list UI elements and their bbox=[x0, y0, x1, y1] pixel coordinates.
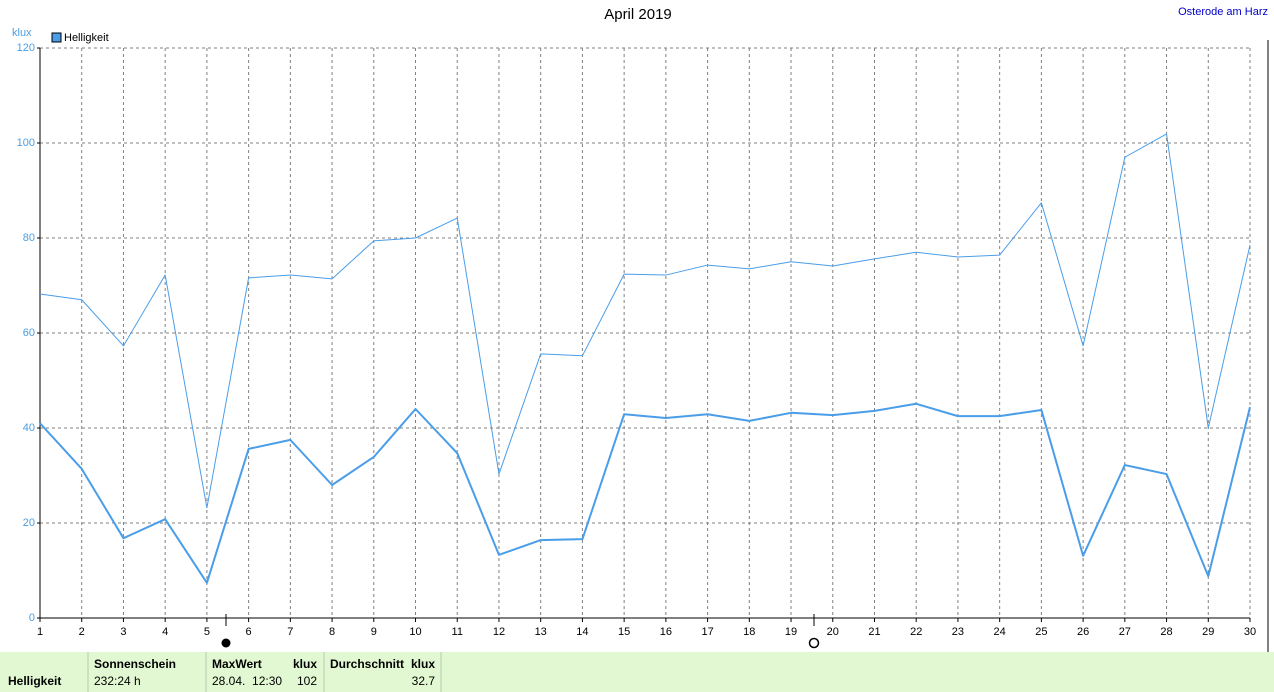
max-when: 28.04. 12:30 bbox=[212, 674, 282, 688]
x-tick-label: 14 bbox=[576, 626, 588, 638]
x-tick-label: 10 bbox=[409, 626, 421, 638]
x-tick-label: 30 bbox=[1244, 626, 1256, 638]
x-tick-label: 11 bbox=[452, 626, 463, 638]
moon-markers bbox=[221, 614, 820, 649]
x-tick-label: 20 bbox=[827, 626, 839, 638]
y-tick-label: 120 bbox=[17, 42, 35, 54]
row-label: Helligkeit bbox=[8, 674, 61, 688]
x-tick-label: 7 bbox=[287, 626, 293, 638]
legend: Helligkeit bbox=[51, 32, 109, 44]
x-tick-label: 12 bbox=[493, 626, 505, 638]
series-line bbox=[39, 133, 1251, 509]
footer: Helligkeit Sonnenschein 232:24 h MaxWert… bbox=[0, 652, 1274, 692]
legend-label: Helligkeit bbox=[64, 32, 109, 44]
x-tick-label: 18 bbox=[743, 626, 755, 638]
x-tick-label: 19 bbox=[785, 626, 797, 638]
mean-value: 32.7 bbox=[412, 674, 436, 688]
x-tick-label: 1 bbox=[37, 626, 43, 638]
mean-label: Durchschnitt bbox=[330, 657, 404, 671]
x-tick-label: 23 bbox=[952, 626, 964, 638]
x-tick-label: 9 bbox=[371, 626, 377, 638]
x-tick-label: 13 bbox=[535, 626, 547, 638]
y-tick-label: 20 bbox=[23, 517, 35, 529]
series-line bbox=[39, 402, 1251, 584]
x-tick-label: 25 bbox=[1035, 626, 1047, 638]
y-tick-label: 0 bbox=[29, 612, 35, 624]
x-tick-label: 15 bbox=[618, 626, 630, 638]
x-tick-label: 21 bbox=[868, 626, 880, 638]
y-axis-label: klux bbox=[12, 27, 32, 39]
x-tick-label: 8 bbox=[329, 626, 335, 638]
x-tick-label: 4 bbox=[162, 626, 168, 638]
sunshine-label: Sonnenschein bbox=[94, 657, 176, 671]
x-tick-label: 2 bbox=[79, 626, 85, 638]
max-unit: klux bbox=[293, 657, 317, 671]
x-tick-label: 26 bbox=[1077, 626, 1089, 638]
mean-unit: klux bbox=[411, 657, 435, 671]
x-tick-label: 5 bbox=[204, 626, 210, 638]
max-label: MaxWert bbox=[212, 657, 262, 671]
x-tick-label: 28 bbox=[1160, 626, 1172, 638]
x-tick-label: 29 bbox=[1202, 626, 1214, 638]
y-tick-label: 40 bbox=[23, 422, 35, 434]
legend-swatch bbox=[51, 32, 62, 43]
x-tick-label: 22 bbox=[910, 626, 922, 638]
x-tick-label: 24 bbox=[994, 626, 1006, 638]
y-tick-label: 100 bbox=[17, 137, 35, 149]
footer-bg bbox=[0, 652, 1274, 692]
location: Osterode am Harz bbox=[1178, 6, 1268, 18]
x-tick-label: 3 bbox=[120, 626, 126, 638]
x-tick-label: 6 bbox=[246, 626, 252, 638]
x-tick-label: 16 bbox=[660, 626, 672, 638]
full-moon bbox=[808, 637, 820, 649]
y-tick-label: 80 bbox=[23, 232, 35, 244]
y-tick-label: 60 bbox=[23, 327, 35, 339]
new-moon bbox=[221, 638, 231, 648]
sunshine-value: 232:24 h bbox=[94, 674, 141, 688]
x-tick-label: 17 bbox=[701, 626, 713, 638]
chart-title: April 2019 bbox=[604, 6, 672, 23]
max-value: 102 bbox=[297, 674, 317, 688]
x-tick-label: 27 bbox=[1119, 626, 1131, 638]
